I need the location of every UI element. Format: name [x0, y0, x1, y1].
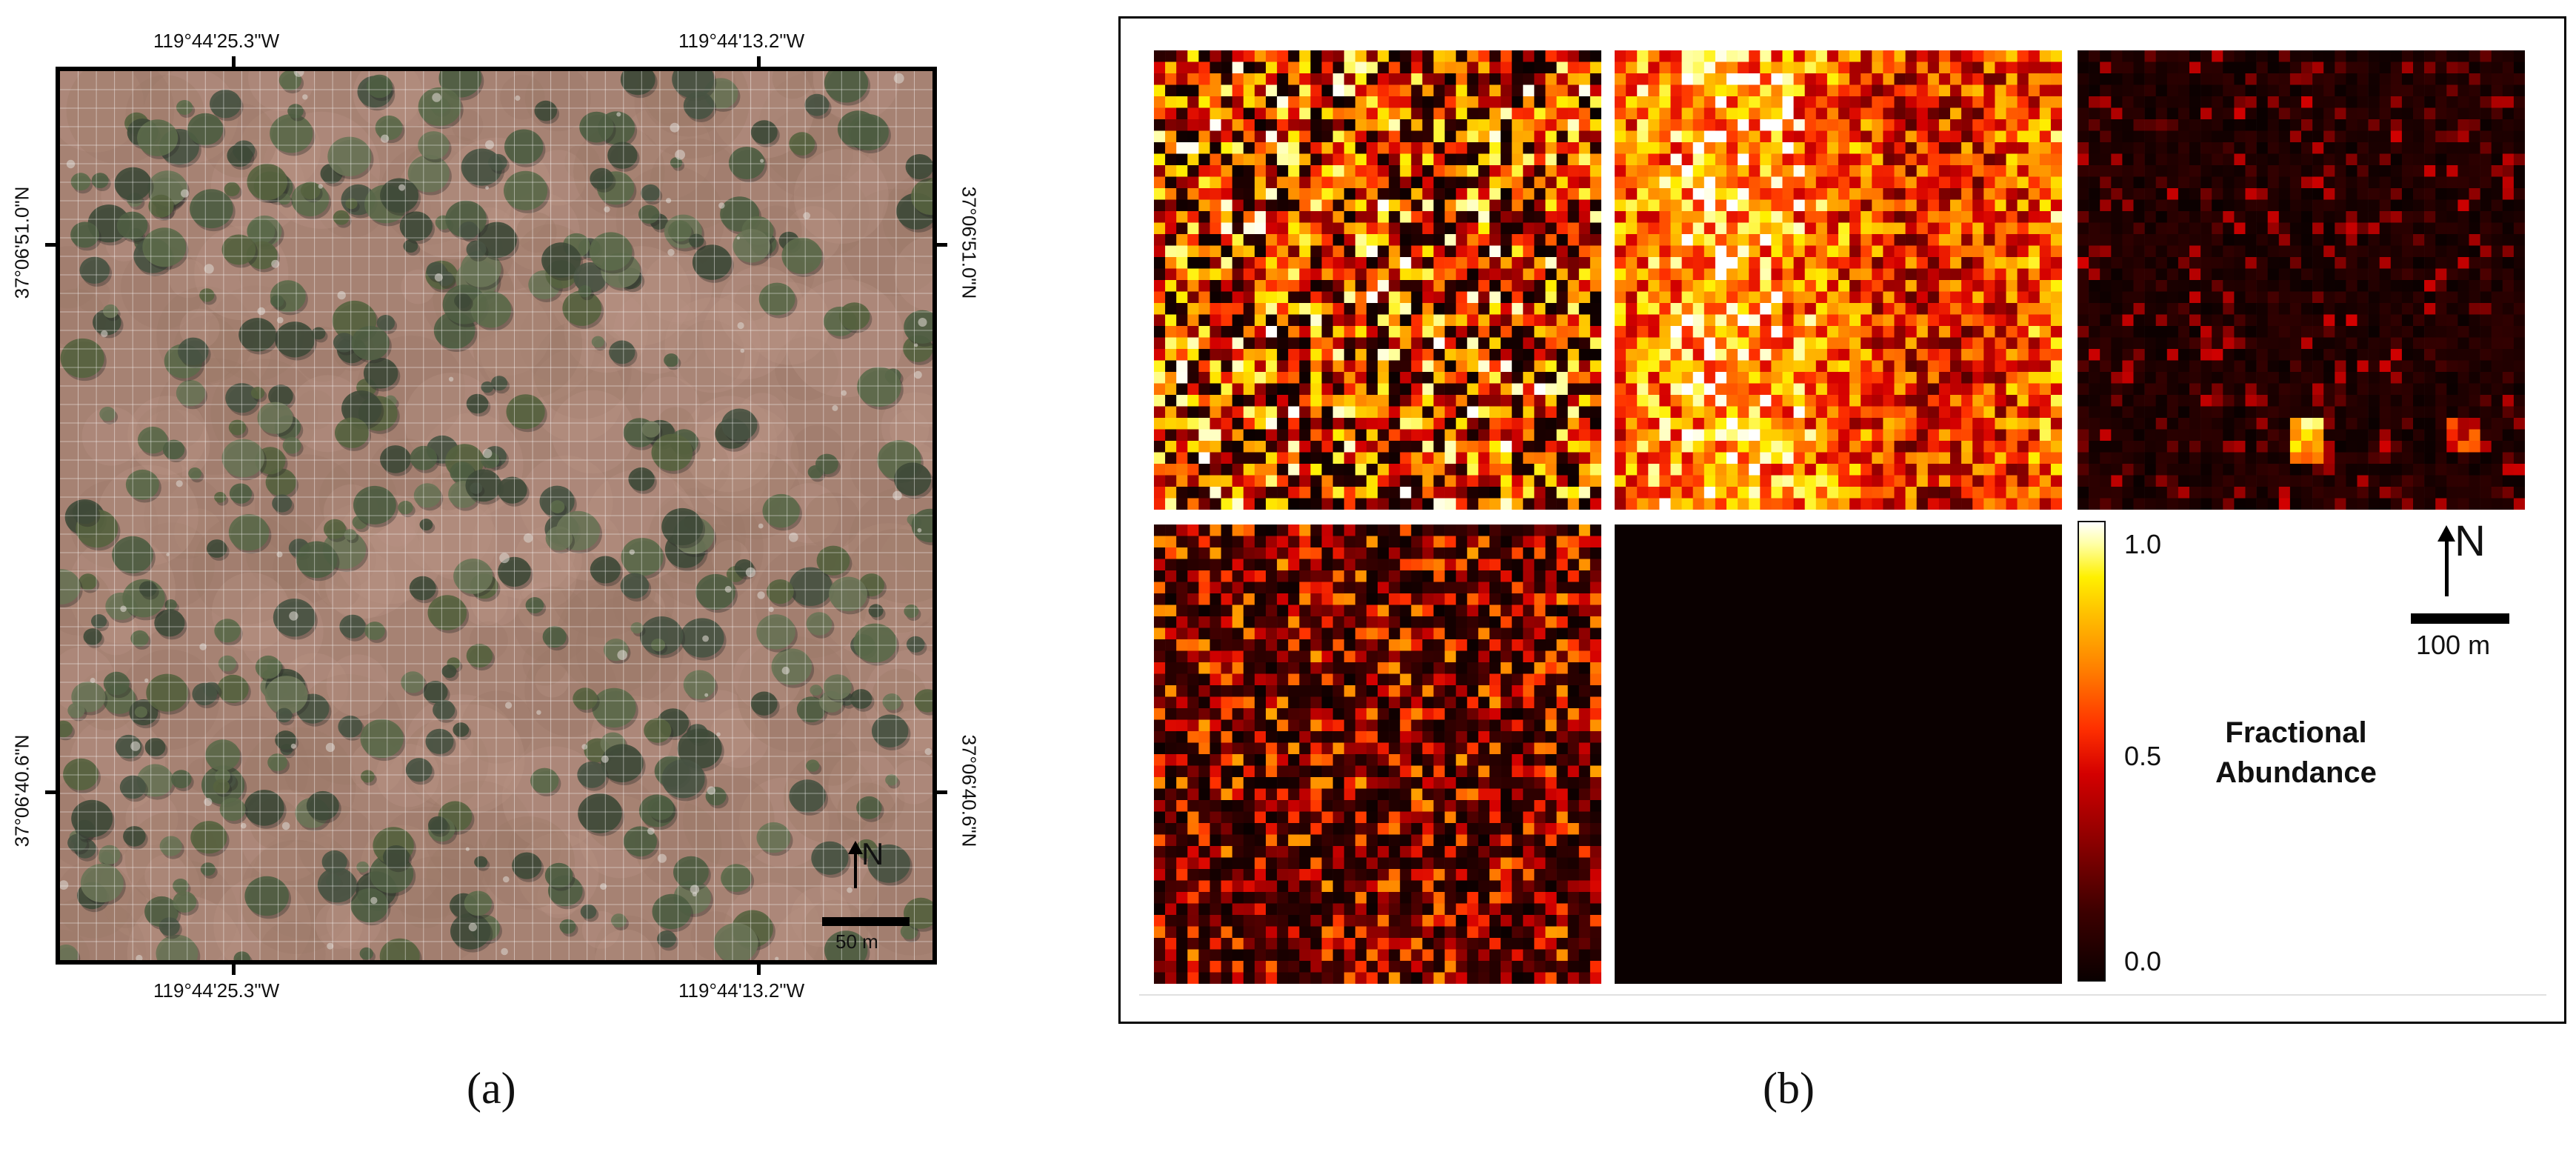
tick-right-south — [937, 790, 947, 794]
colorbar-label-line1: Fractional — [2225, 716, 2367, 749]
coord-left-north: 37°06'51.0"N — [10, 186, 33, 299]
tick-right-north — [937, 243, 947, 247]
north-arrow-head — [848, 841, 863, 854]
figure-label-b: (b) — [1763, 1064, 1815, 1113]
north-arrow-shaft — [2445, 539, 2449, 596]
coord-top-west: 119°44'25.3"W — [153, 30, 280, 52]
scale-label-b: 100 m — [2416, 630, 2491, 660]
tick-top-west — [232, 56, 236, 67]
abundance-map-4-canvas — [1154, 524, 1601, 984]
tick-bottom-east — [757, 965, 761, 975]
abundance-map-3 — [2078, 50, 2525, 510]
north-arrow-a: N — [841, 836, 885, 900]
aerial-map-image — [56, 67, 937, 965]
figure-label-a: (a) — [467, 1064, 516, 1113]
tick-left-north — [45, 243, 56, 247]
abundance-map-5 — [1615, 524, 2062, 984]
colorbar-tick-min: 0.0 — [2124, 946, 2162, 976]
coord-top-east: 119°44'13.2"W — [678, 30, 805, 52]
north-arrow-b: N — [2429, 517, 2489, 604]
abundance-map-2 — [1615, 50, 2062, 510]
abundance-map-2-canvas — [1615, 50, 2062, 510]
abundance-map-1 — [1154, 50, 1601, 510]
abundance-map-4 — [1154, 524, 1601, 984]
aerial-map-canvas — [60, 71, 932, 960]
panel-b-baseline — [1139, 994, 2546, 996]
abundance-map-1-canvas — [1154, 50, 1601, 510]
north-label: N — [861, 836, 884, 871]
colorbar-label-line2: Abundance — [2215, 756, 2377, 789]
tick-bottom-west — [232, 965, 236, 975]
coord-bottom-west: 119°44'25.3"W — [153, 979, 280, 1002]
panel-a: 119°44'25.3"W 119°44'13.2"W 119°44'25.3"… — [0, 0, 1037, 1059]
colorbar-tick-mid: 0.5 — [2124, 741, 2162, 771]
coord-right-south: 37°06'40.6"N — [958, 734, 981, 847]
north-arrow-head — [2437, 525, 2455, 542]
tick-top-east — [757, 56, 761, 67]
abundance-map-3-canvas — [2078, 50, 2525, 510]
coord-right-north: 37°06'51.0"N — [958, 186, 981, 299]
north-arrow-shaft — [854, 853, 857, 888]
colorbar-label: Fractional Abundance — [2185, 713, 2407, 793]
tick-left-south — [45, 790, 56, 794]
scale-bar-a — [822, 917, 910, 926]
colorbar-tick-max: 1.0 — [2124, 529, 2162, 559]
coord-left-south: 37°06'40.6"N — [10, 734, 33, 847]
scale-label-a: 50 m — [835, 930, 878, 953]
scale-bar-b — [2411, 613, 2509, 624]
north-label: N — [2455, 517, 2486, 565]
colorbar — [2078, 521, 2106, 982]
coord-bottom-east: 119°44'13.2"W — [678, 979, 805, 1002]
